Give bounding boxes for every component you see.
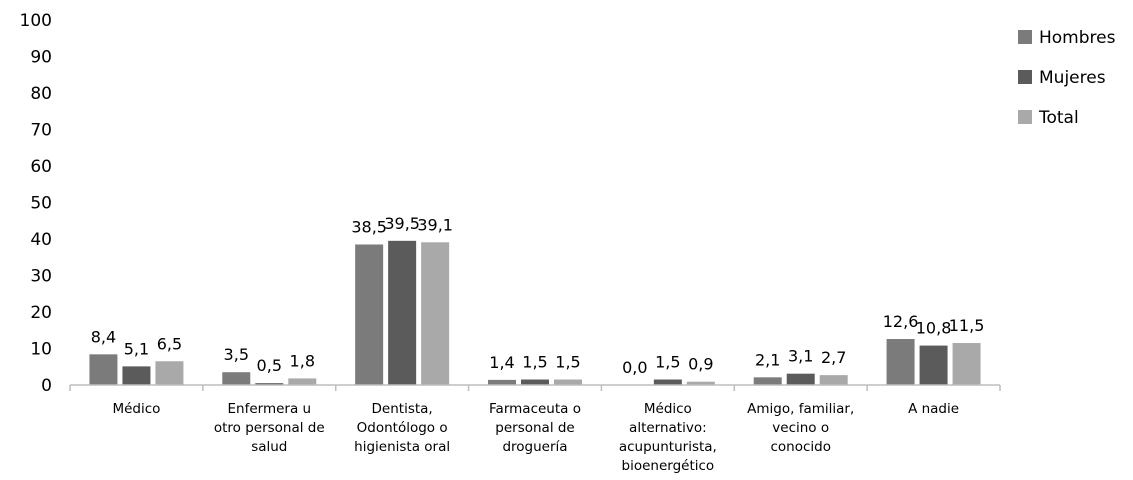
- legend-swatch-total: [1018, 110, 1032, 124]
- y-tick-label: 70: [30, 121, 52, 141]
- bar-hombres: [886, 339, 915, 385]
- bar-total: [554, 379, 582, 385]
- bar-hombres: [222, 372, 251, 385]
- category-label: conocido: [770, 439, 831, 455]
- y-tick-label: 10: [30, 340, 52, 360]
- bar-total: [155, 361, 184, 385]
- data-label: 11,5: [949, 316, 985, 335]
- y-tick-label: 0: [41, 376, 52, 396]
- data-label: 3,5: [224, 345, 249, 364]
- legend-swatch-hombres: [1018, 30, 1032, 44]
- category-label: alternativo:: [629, 420, 707, 436]
- category-label: bioenergético: [622, 458, 715, 474]
- data-label: 2,7: [821, 348, 846, 367]
- bar-hombres: [89, 354, 118, 385]
- legend-swatch-mujeres: [1018, 70, 1032, 84]
- data-labels: 8,4 5,1 6,5 3,5 0,5 1,8 38,539,539,1 1,4 1,5 1,5 0…: [91, 214, 985, 377]
- data-label: 0,5: [257, 356, 282, 375]
- category-label: otro personal de: [214, 420, 325, 436]
- data-label: 1,5: [555, 353, 580, 372]
- y-tick-label: 80: [30, 84, 52, 104]
- y-tick-label: 20: [30, 303, 52, 323]
- category-label: Amigo, familiar,: [747, 401, 854, 417]
- data-label: 2,1: [755, 350, 780, 369]
- bar-hombres: [753, 377, 782, 385]
- category-label: personal de: [495, 420, 574, 436]
- category-labels: Médico Enfermera u otro personal de salud De…: [112, 401, 959, 474]
- data-label: 39,5: [384, 214, 420, 233]
- data-label: 12,6: [883, 312, 919, 331]
- data-label: 0,9: [688, 355, 713, 374]
- category-label: higienista oral: [354, 439, 450, 455]
- bar-mujeres: [521, 379, 549, 385]
- y-tick-label: 50: [30, 194, 52, 214]
- bar-hombres: [488, 379, 516, 385]
- data-label: 6,5: [157, 334, 182, 353]
- legend-label-total: Total: [1038, 108, 1079, 128]
- bar-mujeres: [919, 345, 948, 385]
- data-label: 38,5: [351, 217, 387, 236]
- bar-total: [952, 343, 981, 385]
- data-label: 1,4: [489, 353, 514, 372]
- bar-mujeres: [255, 383, 284, 385]
- y-tick-label: 30: [30, 267, 52, 287]
- category-label: Médico: [644, 401, 692, 417]
- category-label: vecino o: [772, 420, 829, 436]
- bars: [89, 240, 981, 385]
- x-axis-tickmarks: [69, 385, 1001, 391]
- y-tick-label: 90: [30, 48, 52, 68]
- data-label: 1,5: [522, 353, 547, 372]
- category-label: acupunturista,: [619, 439, 717, 455]
- category-label: Médico: [112, 401, 160, 417]
- data-label: 5,1: [124, 339, 149, 358]
- category-label: Farmaceuta o: [489, 401, 581, 417]
- category-label: A nadie: [908, 401, 959, 417]
- data-label: 3,1: [788, 347, 813, 366]
- data-label: 10,8: [916, 319, 952, 338]
- bar-total: [819, 375, 848, 385]
- category-label: Enfermera u: [227, 401, 311, 417]
- bar-total: [421, 242, 450, 385]
- y-tick-label: 60: [30, 157, 52, 177]
- bar-total: [288, 378, 317, 385]
- y-tick-label: 40: [30, 230, 52, 250]
- y-tick-label: 100: [20, 11, 52, 31]
- category-label: droguería: [502, 439, 567, 455]
- data-label: 0,0: [622, 358, 647, 377]
- data-label: 1,8: [290, 351, 315, 370]
- data-label: 1,5: [655, 353, 680, 372]
- bar-mujeres: [388, 240, 417, 385]
- bar-total: [686, 381, 715, 385]
- bar-mujeres: [122, 366, 151, 385]
- legend-label-mujeres: Mujeres: [1039, 68, 1106, 88]
- category-label: Dentista,: [372, 401, 433, 417]
- y-axis-ticks: 0 10 20 30 40 50 60 70 80 90 100: [20, 11, 52, 396]
- bar-mujeres: [653, 379, 682, 385]
- data-label: 39,1: [417, 215, 453, 234]
- category-label: salud: [251, 439, 287, 455]
- data-label: 8,4: [91, 327, 116, 346]
- bar-hombres: [355, 244, 384, 385]
- bar-mujeres: [786, 373, 815, 385]
- category-label: Odontólogo o: [357, 420, 448, 436]
- legend-label-hombres: Hombres: [1039, 28, 1116, 48]
- legend: Hombres Mujeres Total: [1018, 28, 1116, 128]
